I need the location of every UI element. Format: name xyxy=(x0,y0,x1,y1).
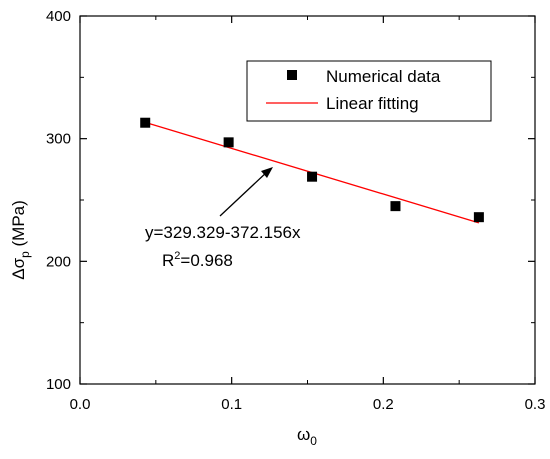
y-tick-label: 100 xyxy=(46,376,71,393)
legend-marker-numerical-data xyxy=(287,70,297,80)
data-point xyxy=(473,212,484,223)
y-tick-label: 300 xyxy=(46,131,71,148)
annotation-arrow-line xyxy=(219,170,269,217)
x-tick-label: 0.1 xyxy=(221,396,242,413)
annotation-r-squared: R2=0.968 xyxy=(162,250,233,270)
y-tick-label: 200 xyxy=(46,253,71,270)
annotation-equation: y=329.329-372.156x xyxy=(145,223,301,242)
legend-label-linear-fitting: Linear fitting xyxy=(326,94,419,113)
x-tick-label: 0.3 xyxy=(525,396,546,413)
series-layer xyxy=(140,117,484,224)
y-tick-label: 400 xyxy=(46,8,71,25)
x-axis-title: ω0 xyxy=(297,425,317,448)
x-tick-label: 0.2 xyxy=(373,396,394,413)
y-axis-ticks: 100 200 300 400 xyxy=(46,8,535,393)
data-point xyxy=(307,171,318,182)
data-point xyxy=(140,117,151,128)
fit-annotation: y=329.329-372.156x R2=0.968 xyxy=(145,167,301,270)
x-axis-ticks: 0.0 0.1 0.2 0.3 xyxy=(70,16,546,413)
data-point xyxy=(223,137,234,148)
data-point xyxy=(390,201,401,212)
x-tick-label: 0.0 xyxy=(70,396,91,413)
annotation-arrowhead xyxy=(261,167,273,178)
legend: Numerical data Linear fitting xyxy=(246,60,492,122)
y-axis-title: Δσp (MPa) xyxy=(9,200,32,280)
legend-label-numerical-data: Numerical data xyxy=(326,67,441,86)
